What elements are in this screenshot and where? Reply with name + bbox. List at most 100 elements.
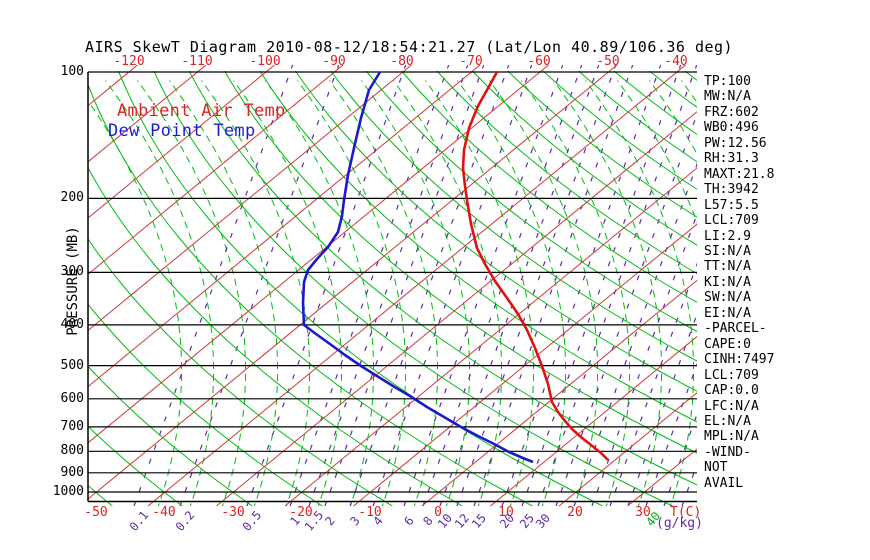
dry-adiabat-line <box>365 70 697 333</box>
moist-adiabat-line <box>88 99 182 506</box>
dry-adiabat-line <box>153 70 673 506</box>
stat-line: TH:3942 <box>704 182 759 198</box>
isotherm-line <box>490 335 697 506</box>
moist-adiabat-line <box>585 80 694 506</box>
bottom-temp-tick-label: 10 <box>498 505 514 520</box>
mixing-ratio-line <box>537 65 697 506</box>
stat-line: SW:N/A <box>704 290 751 306</box>
bottom-temp-tick-label: 30 <box>635 505 651 520</box>
mixing-ratio-line <box>308 65 469 506</box>
mixing-ratio-line <box>439 65 600 506</box>
stat-line: EI:N/A <box>704 305 751 321</box>
dry-adiabat-line <box>117 70 603 506</box>
stat-line: WB0:496 <box>704 120 759 136</box>
stat-line: CINH:7497 <box>704 352 775 368</box>
gridlines-group <box>0 65 870 511</box>
moist-adiabat-line <box>329 80 438 506</box>
moist-adiabat-line <box>521 80 630 506</box>
isotherm-line <box>284 167 697 506</box>
stat-line: MPL:N/A <box>704 429 759 445</box>
top-temp-tick-label: -80 <box>390 54 414 69</box>
stat-line: MW:N/A <box>704 89 751 105</box>
isotherm-line <box>147 65 686 506</box>
stat-line: LFC:N/A <box>704 398 759 414</box>
isotherm-line <box>88 65 275 219</box>
stat-line: LCL:709 <box>704 367 759 383</box>
stat-line: KI:N/A <box>704 274 751 290</box>
mixing-ratio-line <box>521 65 682 506</box>
dry-adiabat-line <box>401 70 697 303</box>
mixing-ratio-line <box>246 65 407 506</box>
bottom-temp-tick-label: -50 <box>84 505 108 520</box>
mixing-ratio-line <box>573 162 697 506</box>
stat-line: -WIND- <box>704 444 751 460</box>
stat-line: AVAIL <box>704 475 744 491</box>
mixing-ratio-line <box>324 65 485 506</box>
stat-line: CAPE:0 <box>704 336 751 352</box>
mixing-ratio-line <box>473 65 634 506</box>
legend-dew-point-temp: Dew Point Temp <box>108 121 256 141</box>
mixing-ratio-line <box>403 65 564 506</box>
isotherm-line <box>558 392 697 506</box>
dry-adiabat-line <box>294 70 697 392</box>
pressure-tick-label: 600 <box>60 391 84 406</box>
bottom-temp-tick-label: -30 <box>221 505 245 520</box>
mixing-ratio-line <box>456 65 617 506</box>
mixing-ratio-line <box>289 65 450 506</box>
mixing-ratio-line <box>555 112 697 506</box>
stat-line: L57:5.5 <box>704 197 759 213</box>
isotherm-line <box>88 65 618 500</box>
dry-adiabat-line <box>542 70 697 190</box>
dry-adiabat-line <box>88 303 323 506</box>
dry-adiabat-line <box>88 365 253 506</box>
mixing-ratio-line <box>501 65 662 506</box>
bottom-temp-tick-label: -10 <box>358 505 382 520</box>
moist-adiabat-line <box>297 80 406 506</box>
isotherm-line <box>88 65 481 388</box>
isotherm-line <box>88 65 412 332</box>
stat-line: LI:2.9 <box>704 228 751 244</box>
moist-adiabat-line <box>425 80 534 506</box>
stat-line: LCL:709 <box>704 213 759 229</box>
top-temp-tick-label: -60 <box>527 54 551 69</box>
pressure-tick-label: 300 <box>60 264 84 279</box>
stat-line: SI:N/A <box>704 243 751 259</box>
moist-adiabat-line <box>393 80 502 506</box>
mixing-ratio-line <box>372 65 533 506</box>
moist-adiabat-line <box>810 81 870 511</box>
dry-adiabat-line <box>0 71 42 506</box>
stat-line: NOT <box>704 460 728 476</box>
moist-adiabat-line <box>169 80 278 506</box>
dry-adiabat-line <box>507 70 697 218</box>
page-title: AIRS SkewT Diagram 2010-08-12/18:54:21.2… <box>85 38 734 56</box>
mixing-ratio-line <box>133 65 294 506</box>
dry-adiabat-line <box>88 238 393 506</box>
stat-line: EL:N/A <box>704 413 751 429</box>
moist-adiabat-line <box>201 80 310 506</box>
dry-adiabat-line <box>88 83 533 506</box>
dry-adiabat-line <box>330 70 697 362</box>
temp-unit-label: T(C) <box>670 505 702 520</box>
isotherm-line <box>353 223 697 506</box>
moist-adiabat-line <box>233 80 342 506</box>
stat-line: -PARCEL- <box>704 321 767 337</box>
mixing-ratio-line <box>609 262 697 506</box>
isotherm-line <box>88 65 207 163</box>
top-temp-tick-label: -100 <box>249 54 281 69</box>
moist-adiabat-line <box>489 80 598 506</box>
dry-adiabat-line <box>188 70 697 486</box>
dry-adiabat-line <box>88 425 183 506</box>
isotherm-line <box>421 279 697 506</box>
top-temp-tick-label: -120 <box>113 54 145 69</box>
mixing-ratio-line <box>663 412 697 506</box>
bottom-temp-tick-label: 0 <box>434 505 442 520</box>
mixing-ratio-line <box>422 65 583 506</box>
bottom-temp-tick-label: -40 <box>152 505 176 520</box>
top-temp-tick-label: -40 <box>664 54 688 69</box>
pressure-tick-label: 200 <box>60 190 84 205</box>
stat-line: MAXT:21.8 <box>704 166 775 182</box>
legend-ambient-air-temp: Ambient Air Temp <box>117 101 286 121</box>
dry-adiabat-line <box>224 70 697 454</box>
top-temp-tick-label: -50 <box>596 54 620 69</box>
